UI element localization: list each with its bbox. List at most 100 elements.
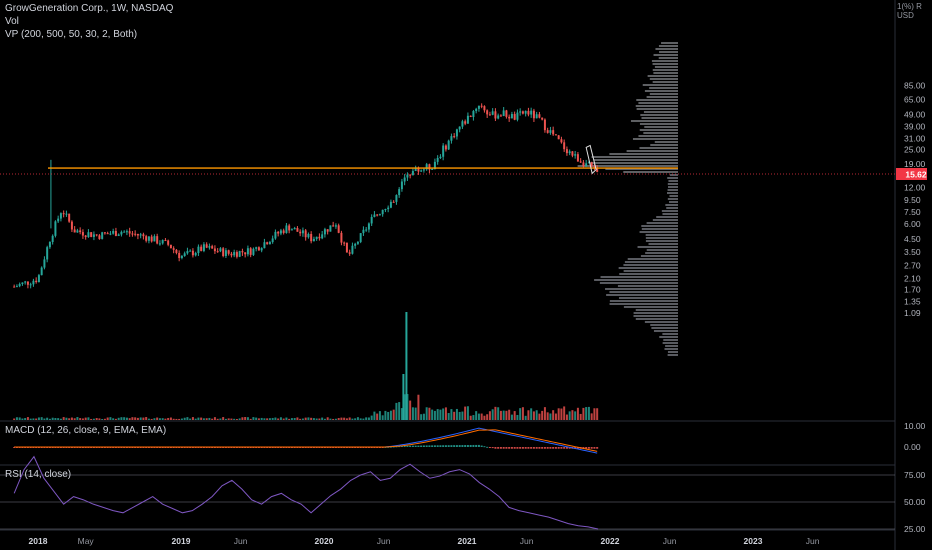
vp-row [658, 57, 678, 59]
y-tick-label: 1.35 [904, 297, 921, 307]
volume-bar [491, 409, 494, 420]
vp-row [609, 153, 678, 155]
volume-bar [90, 418, 93, 420]
vp-row [600, 276, 678, 278]
vp-row [577, 165, 678, 167]
volume-bar [469, 415, 472, 420]
volume-bar [392, 409, 395, 420]
volume-bar [51, 417, 54, 420]
volume-bar [422, 413, 425, 420]
macd-histogram-bar [469, 444, 472, 447]
candle-body [574, 154, 577, 156]
vp-row [605, 168, 678, 170]
volume-bar [527, 410, 530, 420]
candle-body [461, 121, 464, 127]
volume-bar [290, 418, 293, 420]
candle-body [477, 105, 480, 109]
vol-legend[interactable]: Vol [5, 16, 19, 27]
macd-histogram-bar [563, 447, 566, 449]
macd-histogram-bar [464, 445, 467, 447]
candle-body [538, 114, 541, 118]
candle-body [417, 168, 420, 172]
macd-histogram-bar [590, 447, 593, 449]
volume-bar [257, 418, 260, 420]
x-tick-label: 2021 [458, 536, 477, 546]
vp-row [649, 78, 678, 80]
candle-body [483, 106, 486, 111]
candle-body [211, 246, 214, 249]
vp-row [658, 45, 678, 47]
volume-bar [436, 409, 439, 420]
volume-bar [202, 418, 205, 420]
volume-bar [337, 418, 340, 420]
vp-row [639, 231, 678, 233]
main-legend[interactable]: GrowGeneration Corp., 1W, NASDAQ [5, 3, 174, 14]
volume-bar [475, 411, 478, 420]
volume-bar [65, 417, 68, 420]
volume-bar [241, 417, 244, 420]
vp-row [623, 270, 678, 272]
volume-bar [458, 411, 461, 420]
candle-body [315, 236, 318, 239]
candle-body [268, 242, 271, 245]
rsi-legend[interactable]: RSI (14, close) [5, 469, 72, 480]
vp-row [652, 219, 678, 221]
vp-row [654, 66, 678, 68]
x-tick-label: 2018 [29, 536, 48, 546]
volume-bar [307, 417, 310, 420]
volume-bar [282, 418, 285, 420]
candle-body [158, 243, 161, 245]
macd-histogram-bar [409, 445, 412, 447]
macd-histogram-bar [557, 447, 560, 449]
candle-body [87, 232, 90, 238]
vp-row [641, 225, 678, 227]
volume-bar [453, 411, 456, 420]
candle-body [219, 248, 222, 252]
volume-bar [213, 417, 216, 420]
vp-row [639, 123, 678, 125]
volume-bar [543, 407, 546, 420]
candle-body [420, 170, 423, 172]
candle-body [271, 238, 274, 243]
vp-row [619, 273, 678, 275]
candle-body [205, 244, 208, 248]
vp-legend[interactable]: VP (200, 500, 50, 30, 2, Both) [5, 29, 138, 40]
volume-bar [554, 413, 557, 420]
volume-bar [208, 417, 211, 420]
volume-bar [546, 412, 549, 420]
volume-bars [13, 312, 599, 420]
macd-histogram-bar [486, 446, 489, 448]
volume-bar [68, 418, 71, 420]
macd-histogram-bar [466, 445, 469, 447]
volume-bar [376, 413, 379, 420]
vp-row [667, 192, 678, 194]
volume-bar [211, 418, 214, 420]
candle-body [356, 241, 359, 244]
macd-histogram-bar [494, 447, 497, 449]
vp-row [664, 348, 678, 350]
price-candles[interactable] [13, 103, 599, 289]
volume-bar [480, 413, 483, 420]
y-tick-label: 25.00 [904, 144, 926, 154]
volume-bar [222, 417, 225, 420]
volume-bar [508, 409, 511, 420]
candle-body [224, 250, 227, 257]
candle-body [167, 240, 170, 245]
candle-body [530, 110, 533, 115]
candle-body [563, 142, 566, 150]
vp-row [643, 111, 678, 113]
volume-bar [114, 418, 117, 420]
candle-body [296, 228, 299, 232]
volume-bar [483, 415, 486, 420]
macd-legend[interactable]: MACD (12, 26, close, 9, EMA, EMA) [5, 425, 167, 436]
volume-bar [340, 417, 343, 420]
volume-bar [378, 411, 381, 420]
volume-bar [147, 418, 150, 420]
vp-row [669, 174, 678, 176]
volume-bar [439, 409, 442, 420]
macd-histogram-bar [480, 445, 483, 447]
candle-body [400, 181, 403, 190]
volume-bar [590, 413, 593, 420]
candle-body [180, 255, 183, 259]
